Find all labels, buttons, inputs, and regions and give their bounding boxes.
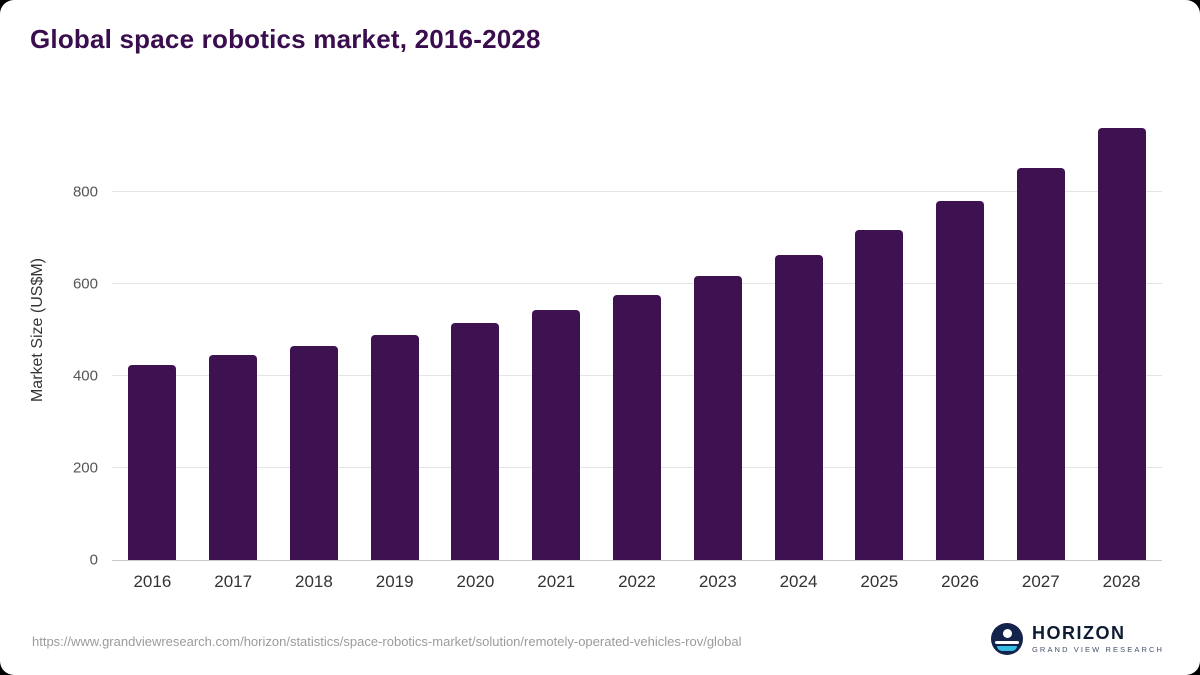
bar-slot-2020: 2020 [435,100,516,591]
x-tick-label-2016: 2016 [133,572,172,591]
x-tick-label-2019: 2019 [375,572,414,591]
bar-2019[interactable] [370,335,419,560]
x-tick-label-2021: 2021 [537,572,576,591]
bar-slot-2022: 2022 [597,100,678,591]
bar-2023[interactable] [693,276,742,560]
bar-slot-2018: 2018 [274,100,355,591]
bar-slot-2027: 2027 [1000,100,1081,591]
bar-slot-2023: 2023 [677,100,758,591]
x-tick-label-2017: 2017 [214,572,253,591]
logo-sea-band [997,646,1017,651]
x-tick-label-2024: 2024 [779,572,818,591]
x-tick-label-2022: 2022 [618,572,656,591]
bar-slot-2028: 2028 [1081,100,1162,591]
y-tick-label-600: 600 [72,275,98,293]
x-tick-label-2018: 2018 [295,572,333,591]
bar-2025[interactable] [855,230,904,560]
bar-2020[interactable] [451,322,500,560]
y-tick-label-200: 200 [72,459,98,477]
chart-title: Global space robotics market, 2016-2028 [30,24,541,54]
horizon-logo-icon [991,623,1023,655]
bar-2022[interactable] [612,294,661,560]
logo-sun-dot [1002,629,1012,638]
bar-slot-2025: 2025 [839,100,920,591]
bar-slot-2026: 2026 [920,100,1001,591]
x-tick-label-2023: 2023 [698,572,737,591]
logo-horizon-line [995,641,1019,644]
bar-slot-2021: 2021 [516,100,597,591]
bar-2017[interactable] [209,355,258,560]
logo-subtitle: GRAND VIEW RESEARCH [1032,644,1164,654]
logo-name: HORIZON [1032,622,1126,643]
plot-area: 0 200 400 600 800 2016 2017 2018 2019 2020 2021 202… [73,100,1162,591]
y-tick-label-400: 400 [72,367,98,385]
bar-2016[interactable] [128,364,177,560]
bar-2026[interactable] [936,201,985,560]
gridline-600 [112,283,1162,284]
bar-2024[interactable] [774,255,823,560]
x-tick-label-2025: 2025 [860,572,899,591]
bar-2021[interactable] [532,310,581,560]
gridline-800 [112,191,1162,192]
x-tick-label-2028: 2028 [1102,572,1141,591]
bar-slot-2024: 2024 [758,100,839,591]
bar-2027[interactable] [1016,168,1065,560]
y-tick-label-800: 800 [72,183,98,201]
bar-slot-2017: 2017 [193,100,274,591]
source-url: https://www.grandviewresearch.com/horizo… [32,634,742,649]
bar-slot-2019: 2019 [354,100,435,591]
horizon-logo: HORIZON GRAND VIEW RESEARCH [991,623,1164,655]
bar-2018[interactable] [289,345,338,560]
x-tick-label-2026: 2026 [941,572,979,591]
x-tick-label-2027: 2027 [1021,572,1060,591]
x-tick-label-2020: 2020 [456,572,495,591]
logo-text: HORIZON GRAND VIEW RESEARCH [1032,622,1164,654]
bar-2028[interactable] [1097,127,1146,560]
bar-slot-2016: 2016 [112,100,193,591]
y-axis-title: Market Size (US$M) [29,257,46,403]
y-tick-label-0: 0 [89,551,98,569]
